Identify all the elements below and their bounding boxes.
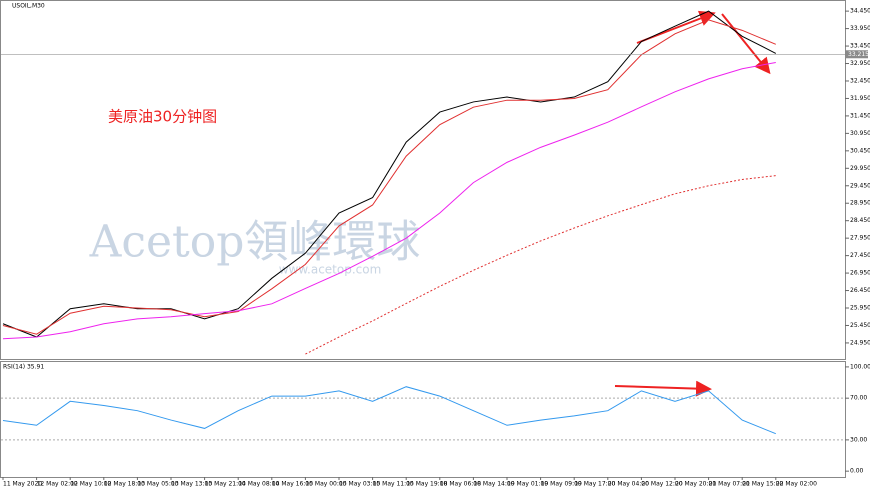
x-tick-label: 19 May 01:00 (507, 481, 548, 488)
last-price-label: 33.215 (848, 51, 869, 58)
watermark: Acetop領峰環球 (89, 217, 421, 268)
y-tick-label: 26.950 (850, 270, 870, 277)
x-tick-label: 18 May 14:00 (473, 481, 514, 488)
series-line (2, 61, 776, 340)
y-tick-label: 31.450 (850, 112, 870, 119)
x-tick-label: 20 May 20:00 (675, 481, 716, 488)
x-tick-label: 13 May 21:00 (205, 481, 246, 488)
series-line (2, 10, 777, 338)
x-tick-label: 21 May 07:00 (709, 481, 750, 488)
x-tick-label: 13 May 05:00 (137, 481, 178, 488)
y-tick-label: 30.950 (850, 130, 870, 137)
y-tick-label: 100.00 (850, 363, 870, 370)
y-tick-label: 29.950 (850, 165, 870, 172)
y-tick-label: 26.450 (850, 287, 870, 294)
x-tick-label: 12 May 02:00 (37, 481, 78, 488)
x-tick-label: 13 May 13:00 (171, 481, 212, 488)
arrow (614, 380, 712, 397)
y-tick-label: 28.450 (850, 217, 870, 224)
series-line (2, 19, 776, 335)
last-price-box (846, 50, 868, 59)
x-tick-label: 22 May 02:00 (776, 481, 817, 488)
x-tick-label: 21 May 15:00 (742, 481, 783, 488)
x-tick-label: 12 May 18:00 (104, 481, 145, 488)
y-tick-label: 30.450 (850, 147, 870, 154)
y-tick-label: 34.450 (850, 8, 870, 15)
y-tick-label: 27.950 (850, 235, 870, 242)
rsi-title: RSI(14) 35.91 (3, 364, 44, 371)
y-tick-label: 27.450 (850, 252, 870, 259)
x-tick-label: 12 May 10:00 (70, 481, 111, 488)
watermark-url: www.acetop.com (279, 263, 382, 277)
x-tick-label: 19 May 09:00 (541, 481, 582, 488)
y-tick-label: 70.00 (850, 395, 867, 402)
x-tick-label: 20 May 04:00 (608, 481, 649, 488)
y-tick-label: 29.450 (850, 182, 870, 189)
x-tick-label: 15 May 19:00 (406, 481, 447, 488)
arrow (721, 13, 771, 75)
y-tick-label: 30.00 (850, 436, 867, 443)
y-tick-label: 25.450 (850, 322, 870, 329)
y-tick-label: 25.950 (850, 305, 870, 312)
y-tick-label: 0.00 (850, 468, 864, 475)
x-tick-label: 14 May 08:00 (238, 481, 279, 488)
y-tick-label: 32.950 (850, 60, 870, 67)
y-tick-label: 24.950 (850, 339, 870, 346)
x-tick-label: 14 May 16:00 (272, 481, 313, 488)
x-tick-label: 19 May 17:00 (574, 481, 615, 488)
y-tick-label: 32.450 (850, 77, 870, 84)
y-tick-label: 28.950 (850, 200, 870, 207)
series-line (2, 386, 776, 435)
x-tick-label: 15 May 03:00 (339, 481, 380, 488)
x-tick-label: 11 May 2020 (3, 481, 42, 488)
x-tick-label: 15 May 00:00 (305, 481, 346, 488)
x-tick-label: 18 May 06:00 (440, 481, 481, 488)
chart-title: USOIL,M30 (12, 3, 45, 10)
x-tick-label: 20 May 12:00 (641, 481, 682, 488)
y-tick-label: 31.950 (850, 95, 870, 102)
annotation: 美原油30分钟图 (108, 108, 217, 126)
price-frame (0, 0, 846, 360)
x-tick-label: 15 May 11:00 (373, 481, 414, 488)
y-tick-label: 33.950 (850, 25, 870, 32)
y-tick-label: 33.450 (850, 43, 870, 50)
series-line (305, 175, 776, 355)
rsi-frame (0, 361, 846, 478)
